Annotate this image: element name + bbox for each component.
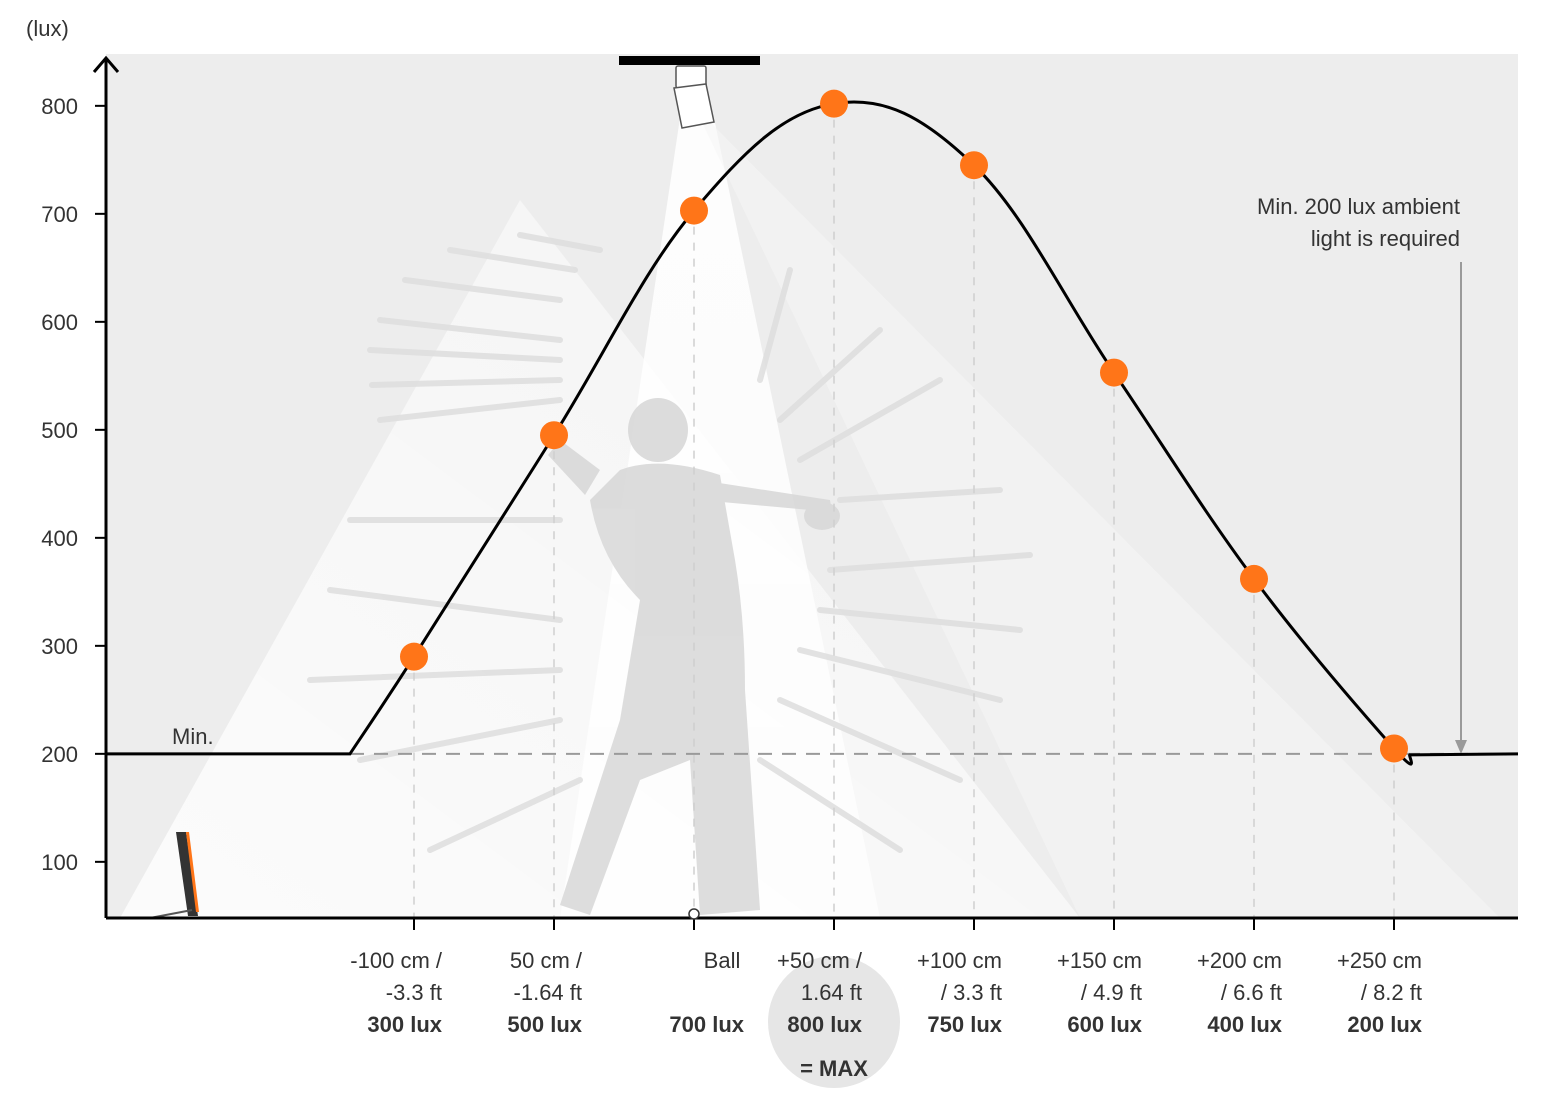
- y-tick-label: 600: [41, 310, 78, 335]
- x-label-lux: 300 lux: [367, 1012, 442, 1037]
- x-label-line1: 50 cm /: [510, 948, 583, 973]
- data-point: [400, 642, 428, 671]
- y-tick-label: 400: [41, 526, 78, 551]
- x-label-lux: 400 lux: [1207, 1012, 1282, 1037]
- golfer-silhouette: [548, 398, 840, 915]
- x-label-lux: 600 lux: [1067, 1012, 1142, 1037]
- max-note: = MAX: [800, 1056, 868, 1081]
- data-point: [1100, 358, 1128, 387]
- data-point: [960, 151, 988, 180]
- data-point: [680, 196, 708, 225]
- x-label-line1: Ball: [704, 948, 741, 973]
- annotation-line-1: Min. 200 lux ambient: [1257, 194, 1460, 219]
- x-label-line1: +250 cm: [1337, 948, 1422, 973]
- y-tick-label: 800: [41, 94, 78, 119]
- lux-curve: [106, 100, 1519, 766]
- x-label-line1: -100 cm /: [350, 948, 443, 973]
- x-label-line1: +100 cm: [917, 948, 1002, 973]
- y-tick-label: 200: [41, 742, 78, 767]
- data-points: [400, 89, 1408, 763]
- x-label-line2: / 3.3 ft: [941, 980, 1002, 1005]
- y-tick-label: 300: [41, 634, 78, 659]
- ceiling-mount: [619, 56, 760, 65]
- max-highlight: [768, 956, 900, 1088]
- x-label-line2: -1.64 ft: [514, 980, 582, 1005]
- y-tick-label: 500: [41, 418, 78, 443]
- min-label: Min.: [172, 724, 214, 749]
- x-label-line1: +50 cm /: [777, 948, 863, 973]
- x-label-line2: -3.3 ft: [386, 980, 442, 1005]
- ball-icon: [688, 908, 700, 920]
- y-tick-label: 100: [41, 850, 78, 875]
- x-label-line1: +150 cm: [1057, 948, 1142, 973]
- data-point: [820, 89, 848, 118]
- club-arcs: [307, 232, 1033, 853]
- data-point: [1240, 564, 1268, 593]
- vertical-guides: [413, 103, 1395, 918]
- data-point: [1380, 734, 1408, 763]
- ceiling-lamp-icon: [673, 65, 715, 129]
- x-label-line1: +200 cm: [1197, 948, 1282, 973]
- x-label-line2: / 6.6 ft: [1221, 980, 1282, 1005]
- x-label-line2: / 8.2 ft: [1361, 980, 1422, 1005]
- annotation-arrow: [1455, 262, 1467, 754]
- x-label-lux: 800 lux: [787, 1012, 862, 1037]
- x-label-lux: 750 lux: [927, 1012, 1002, 1037]
- axes: [92, 55, 1518, 920]
- y-tick-label: 700: [41, 202, 78, 227]
- annotation-line-2: light is required: [1311, 226, 1460, 251]
- floor-light-beam-bright: [700, 118, 1500, 918]
- y-axis-label: (lux): [26, 16, 69, 41]
- x-label-lux: 200 lux: [1347, 1012, 1422, 1037]
- x-label-lux: 700 lux: [669, 1012, 744, 1037]
- x-label-lux: 500 lux: [507, 1012, 582, 1037]
- x-label-line2: / 4.9 ft: [1081, 980, 1142, 1005]
- y-axis-ticks: 100 200 300 400 500 600 700 800: [41, 94, 106, 875]
- data-point: [540, 421, 568, 450]
- x-label-line2: 1.64 ft: [801, 980, 862, 1005]
- x-axis-labels: -100 cm / -3.3 ft 300 lux 50 cm / -1.64 ft 50…: [350, 918, 1423, 1037]
